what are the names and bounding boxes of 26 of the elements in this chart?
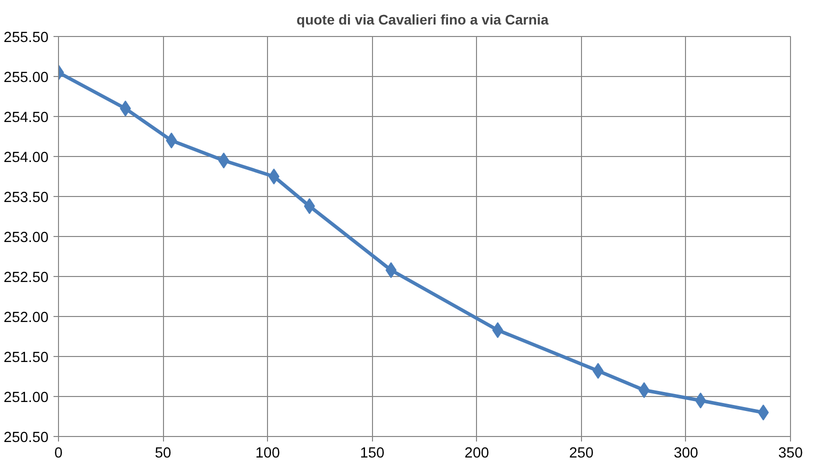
y-tick-label: 255.50 bbox=[4, 30, 48, 46]
x-tick-label: 300 bbox=[674, 446, 698, 462]
y-tick-label: 252.00 bbox=[4, 310, 48, 326]
y-tick-label: 255.00 bbox=[4, 70, 48, 86]
y-tick-label: 251.50 bbox=[4, 350, 48, 366]
point bbox=[695, 392, 706, 408]
point bbox=[120, 100, 131, 116]
point bbox=[758, 404, 769, 420]
point bbox=[166, 132, 177, 148]
y-tick-label: 254.50 bbox=[4, 110, 48, 126]
y-tick-label: 250.50 bbox=[4, 430, 48, 446]
x-tick-label: 0 bbox=[54, 446, 63, 462]
x-tick-label: 250 bbox=[569, 446, 594, 462]
x-tick-label: 100 bbox=[255, 446, 280, 462]
y-tick-label: 254.00 bbox=[4, 150, 48, 166]
x-tick-label: 150 bbox=[360, 446, 384, 462]
y-tick-label: 251.00 bbox=[4, 390, 48, 406]
point bbox=[268, 168, 280, 184]
x-tick-label: 350 bbox=[778, 446, 803, 462]
y-tick-label: 253.50 bbox=[4, 190, 48, 206]
y-tick-label: 252.50 bbox=[4, 270, 48, 286]
y-tick-label: 253.00 bbox=[4, 230, 48, 246]
chart-title: quote di via Cavalieri fino a via Carnia bbox=[296, 12, 549, 28]
x-tick-label: 50 bbox=[154, 446, 172, 462]
x-tick-label: 200 bbox=[464, 446, 490, 462]
point bbox=[218, 152, 230, 168]
